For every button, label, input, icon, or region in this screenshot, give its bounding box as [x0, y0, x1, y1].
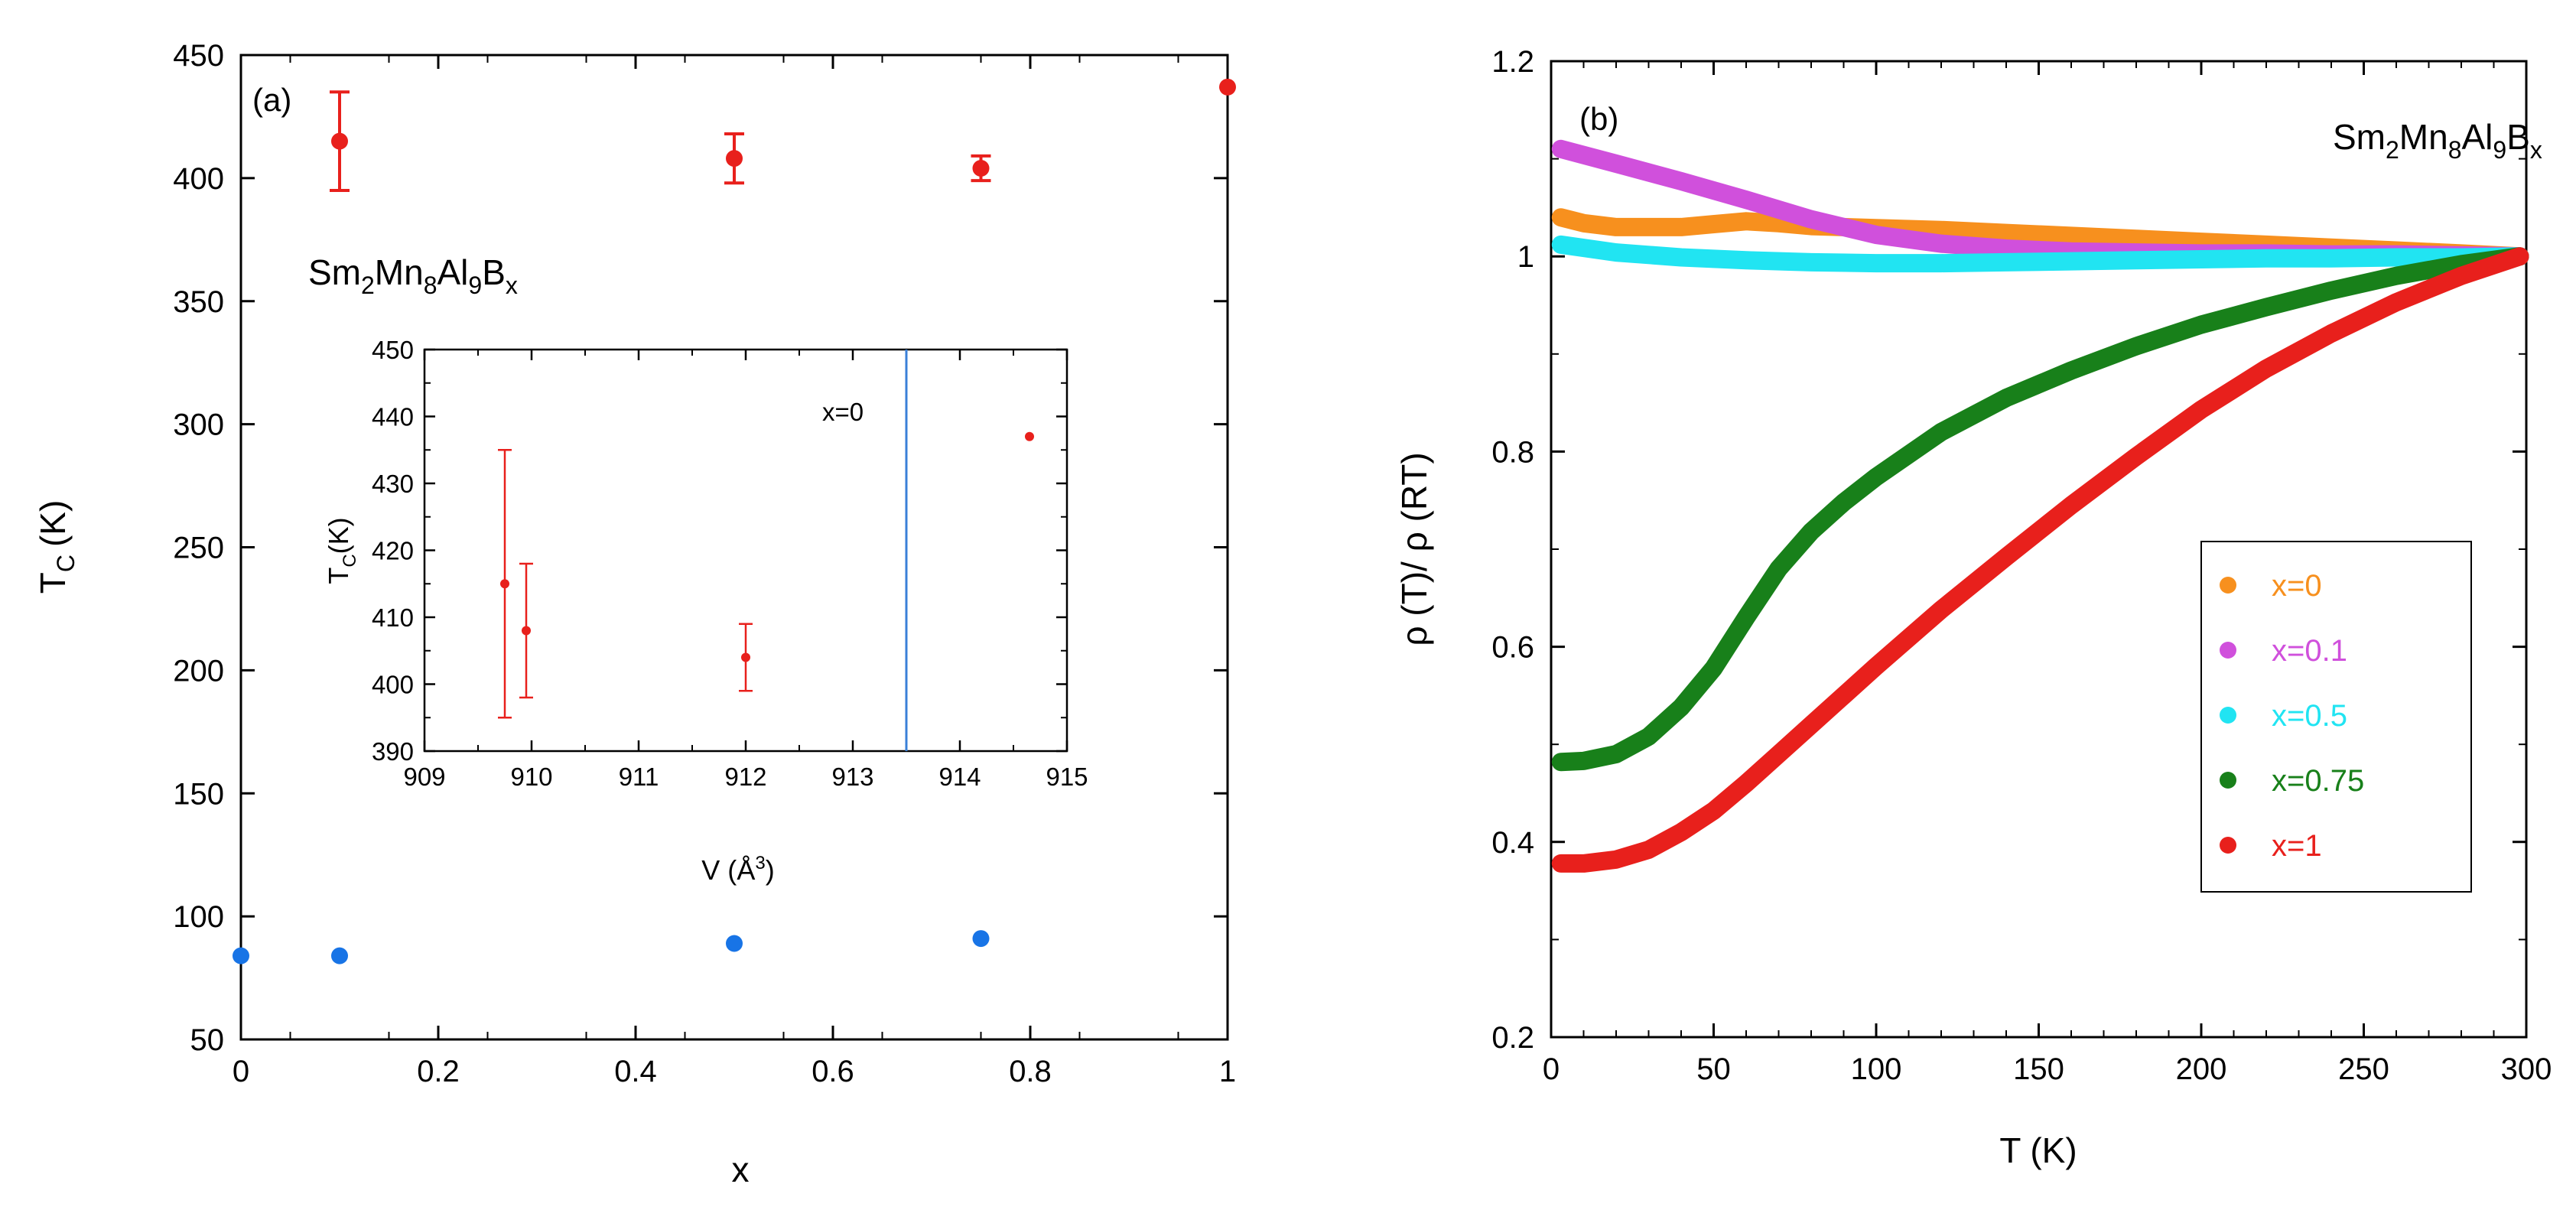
legend-marker — [2220, 837, 2236, 854]
x-tick-label: 250 — [2338, 1052, 2389, 1086]
inset-y-tick-label: 440 — [372, 403, 414, 431]
chart-b-x-axis-title: T (K) — [1999, 1130, 2077, 1170]
data-point — [972, 930, 990, 948]
chart-a-formula: Sm2Mn8Al9Bx — [308, 252, 518, 299]
y-tick-label: 1.2 — [1491, 45, 1534, 79]
y-tick-label: 1 — [1517, 240, 1534, 274]
inset-x-tick-label: 914 — [938, 763, 981, 791]
inset-data-point — [522, 626, 531, 636]
legend-marker — [2220, 642, 2236, 659]
inset-vline-label: x=0 — [822, 398, 864, 426]
x-tick-label: 0.6 — [812, 1055, 854, 1088]
legend-marker — [2220, 577, 2236, 594]
y-tick-label: 350 — [173, 285, 224, 319]
x-tick-label: 300 — [2501, 1052, 2552, 1086]
y-tick-label: 200 — [173, 654, 224, 688]
series-line-x=1 — [1551, 247, 2529, 873]
inset-y-axis-title: TC(K) — [323, 517, 360, 584]
series-line-x=0.75 — [1551, 247, 2529, 772]
inset-y-tick-label: 420 — [372, 537, 414, 565]
legend-label: x=0.5 — [2272, 699, 2347, 733]
legend-marker — [2220, 707, 2236, 724]
y-tick-label: 0.2 — [1491, 1021, 1534, 1055]
y-tick-label: 150 — [173, 777, 224, 811]
chart-a: 0 0.2 0.4 0.6 0.8 1 50 100 150 200 250 300 350 400 45… — [33, 39, 1236, 1189]
data-point — [726, 150, 743, 168]
inset-y-tick-label: 400 — [372, 671, 414, 699]
series-line-x=0.5 — [1551, 235, 2529, 273]
y-tick-label: 50 — [190, 1023, 225, 1057]
legend-label: x=0.75 — [2272, 764, 2364, 798]
inset-data-point — [500, 579, 509, 589]
chart-b-formula: Sm2Mn8Al9Bx — [2333, 117, 2542, 164]
legend-label: x=0 — [2272, 569, 2322, 603]
x-tick-label: 100 — [1851, 1052, 1902, 1086]
y-tick-label: 0.8 — [1491, 435, 1534, 469]
chart-a-panel-label: (a) — [252, 82, 291, 118]
y-tick-label: 0.4 — [1491, 826, 1534, 860]
data-point — [726, 935, 743, 952]
x-tick-label: 50 — [1696, 1052, 1731, 1086]
chart-a-x-axis-title: x — [732, 1150, 750, 1189]
inset-data-point — [741, 652, 750, 662]
inset-data-point — [1025, 431, 1034, 441]
x-tick-label: 150 — [2013, 1052, 2064, 1086]
inset-x-tick-label: 909 — [403, 763, 445, 791]
chart-b-panel-label: (b) — [1579, 101, 1618, 137]
x-tick-label: 0 — [233, 1055, 249, 1088]
x-tick-label: 0.4 — [614, 1055, 657, 1088]
data-point — [331, 947, 348, 964]
x-tick-label: 0 — [1543, 1052, 1560, 1086]
inset-y-tick-label: 450 — [372, 336, 414, 364]
y-tick-label: 100 — [173, 900, 224, 934]
data-point — [1219, 78, 1236, 96]
legend-label: x=0.1 — [2272, 634, 2347, 668]
legend-marker — [2220, 772, 2236, 789]
chart-a-y-axis-title: TC(K) — [33, 500, 80, 594]
inset-x-tick-label: 910 — [510, 763, 552, 791]
y-tick-label: 300 — [173, 408, 224, 442]
inset-x-tick-label: 913 — [831, 763, 873, 791]
y-tick-label: 250 — [173, 532, 224, 565]
inset-x-tick-label: 911 — [619, 763, 659, 791]
x-tick-label: 0.2 — [417, 1055, 460, 1088]
data-point — [331, 132, 348, 150]
chart-b-y-axis-title: ρ (T)/ ρ (RT) — [1394, 452, 1434, 646]
chart-b: 0 50 100 150 200 250 300 0.20.40.60.811.2 (b) … — [1394, 45, 2552, 1170]
inset-y-tick-label: 430 — [372, 470, 414, 498]
x-tick-label: 200 — [2176, 1052, 2227, 1086]
data-point — [972, 160, 990, 177]
legend-box — [2200, 541, 2472, 893]
inset-y-tick-label: 390 — [372, 737, 414, 766]
inset-y-tick-label: 410 — [372, 603, 414, 632]
data-point — [233, 947, 249, 964]
chart-a-inset: 909 910 911 912 913 914 915 390 400 410 420 430 440… — [323, 336, 1088, 886]
x-tick-label: 1 — [1219, 1055, 1236, 1088]
y-tick-label: 0.6 — [1491, 631, 1534, 665]
chart-b-legend: x=0 x=0.1 x=0.5 x=0.75 x=1 — [2200, 541, 2472, 893]
x-tick-label: 0.8 — [1009, 1055, 1052, 1088]
inset-x-tick-label: 915 — [1046, 763, 1088, 791]
inset-x-tick-label: 912 — [724, 763, 766, 791]
y-tick-label: 450 — [173, 39, 224, 73]
legend-label: x=1 — [2272, 829, 2322, 863]
inset-x-axis-title: V (Å3) — [701, 853, 774, 886]
y-tick-label: 400 — [173, 162, 224, 196]
